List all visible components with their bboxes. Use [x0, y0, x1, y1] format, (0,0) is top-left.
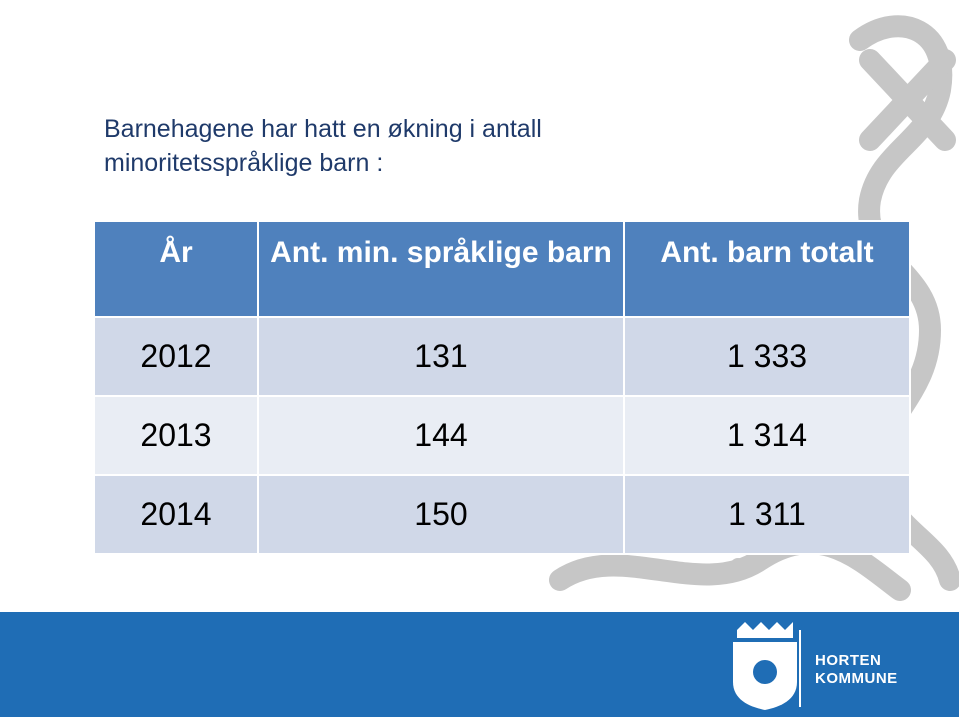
table-cell: 1 333: [623, 316, 911, 397]
header-row: År Ant. min. språklige barn Ant. barn tota…: [93, 220, 911, 318]
table-cell: 2012: [93, 316, 259, 397]
table-cell: 1 314: [623, 395, 911, 476]
table-cell: 1 311: [623, 474, 911, 555]
logo-line: HORTEN: [815, 652, 882, 669]
table-cell: 131: [257, 316, 625, 397]
data-table: År Ant. min. språklige barn Ant. barn tota…: [93, 220, 911, 555]
header-cell: Ant. min. språklige barn: [257, 220, 625, 318]
table-cell: 150: [257, 474, 625, 555]
table-cell: 144: [257, 395, 625, 476]
slide-title: Barnehagene har hatt en økning i antall …: [104, 115, 542, 177]
logo-text: HORTEN KOMMUNE: [815, 652, 898, 688]
logo-line: KOMMUNE: [815, 670, 898, 687]
table-row: 2014 150 1 311: [93, 474, 911, 555]
header-cell: År: [93, 220, 259, 318]
table-cell: 2013: [93, 395, 259, 476]
header-cell: Ant. barn totalt: [623, 220, 911, 318]
coat-of-arms: [733, 622, 801, 710]
table-row: 2012 131 1 333: [93, 316, 911, 397]
table-row: 2013 144 1 314: [93, 395, 911, 476]
table-cell: 2014: [93, 474, 259, 555]
